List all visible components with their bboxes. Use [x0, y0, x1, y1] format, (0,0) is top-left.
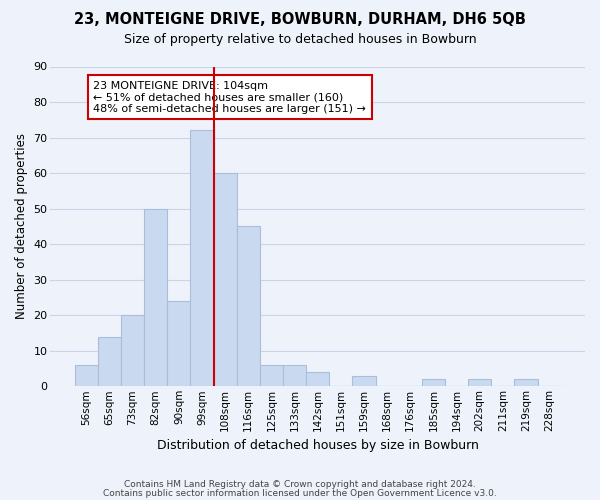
Bar — [237, 226, 260, 386]
Bar — [514, 379, 538, 386]
Bar — [260, 365, 283, 386]
Bar — [214, 173, 237, 386]
Text: 23, MONTEIGNE DRIVE, BOWBURN, DURHAM, DH6 5QB: 23, MONTEIGNE DRIVE, BOWBURN, DURHAM, DH… — [74, 12, 526, 28]
Bar — [352, 376, 376, 386]
Bar — [283, 365, 306, 386]
X-axis label: Distribution of detached houses by size in Bowburn: Distribution of detached houses by size … — [157, 440, 479, 452]
Bar — [190, 130, 214, 386]
Text: Contains public sector information licensed under the Open Government Licence v3: Contains public sector information licen… — [103, 490, 497, 498]
Text: 23 MONTEIGNE DRIVE: 104sqm
← 51% of detached houses are smaller (160)
48% of sem: 23 MONTEIGNE DRIVE: 104sqm ← 51% of deta… — [93, 80, 366, 114]
Bar — [144, 208, 167, 386]
Bar — [98, 336, 121, 386]
Text: Contains HM Land Registry data © Crown copyright and database right 2024.: Contains HM Land Registry data © Crown c… — [124, 480, 476, 489]
Y-axis label: Number of detached properties: Number of detached properties — [15, 134, 28, 320]
Bar — [306, 372, 329, 386]
Bar — [422, 379, 445, 386]
Bar — [468, 379, 491, 386]
Bar — [121, 315, 144, 386]
Bar — [75, 365, 98, 386]
Text: Size of property relative to detached houses in Bowburn: Size of property relative to detached ho… — [124, 32, 476, 46]
Bar — [167, 301, 190, 386]
